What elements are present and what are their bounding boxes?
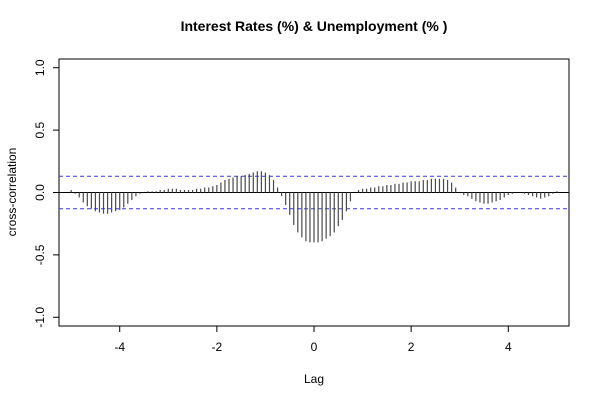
y-tick-label: -0.5 [33,244,47,265]
x-tick-label: 0 [311,340,318,354]
x-tick-label: 2 [408,340,415,354]
y-tick-label: 0.0 [33,184,47,201]
chart-title: Interest Rates (%) & Unemployment (% ) [181,18,448,34]
chart-marks: -4 -2 0 2 4 -1.0 -0.5 0.0 0.5 1.0 [33,59,569,354]
y-tick-label: 0.5 [33,121,47,138]
x-tick-label: -2 [212,340,223,354]
y-axis-label: cross-correlation [5,148,19,237]
x-tick-label: 4 [505,340,512,354]
y-tick-label: 1.0 [33,59,47,76]
x-axis-label: Lag [304,372,324,386]
y-tick-label: -1.0 [33,307,47,328]
x-tick-label: -4 [114,340,125,354]
